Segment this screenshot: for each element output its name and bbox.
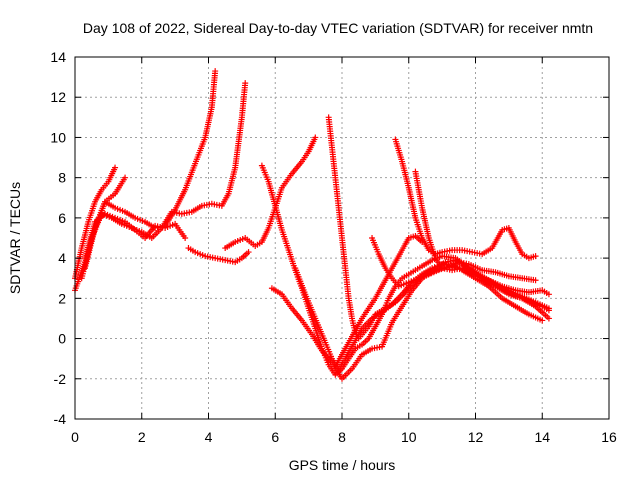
chart-title: Day 108 of 2022, Sidereal Day-to-day VTE… (83, 20, 593, 36)
x-tick-label: 2 (138, 429, 146, 445)
y-tick-label: 0 (58, 331, 66, 347)
y-tick-label: 10 (50, 129, 66, 145)
x-tick-label: 10 (401, 429, 417, 445)
data-point (545, 307, 552, 314)
y-tick-label: 12 (50, 89, 66, 105)
data-series (185, 245, 252, 266)
data-series (369, 235, 539, 290)
y-tick-label: 8 (58, 170, 66, 186)
data-series (412, 168, 552, 314)
data-point (532, 277, 539, 284)
data-point (545, 291, 552, 298)
axis-ticks: 0 2 4 6 8 10 12 14 16 -4 -2 0 2 4 6 8 10 12 14 (50, 49, 617, 445)
y-tick-label: 14 (50, 49, 66, 65)
y-tick-label: -4 (54, 411, 67, 427)
data-series (392, 136, 539, 262)
data-point (539, 317, 546, 324)
data-point (545, 315, 552, 322)
y-tick-label: -2 (54, 371, 67, 387)
data-point (532, 253, 539, 260)
data-point (212, 68, 219, 75)
data-series (72, 164, 119, 282)
data-point (182, 235, 189, 241)
data-point (312, 134, 319, 141)
data-series (222, 134, 319, 252)
y-tick-label: 6 (58, 210, 66, 226)
x-tick-label: 12 (468, 429, 484, 445)
x-tick-label: 8 (338, 429, 346, 445)
x-tick-label: 6 (271, 429, 279, 445)
data-point (245, 249, 252, 256)
y-axis-label: SDTVAR / TECUs (7, 182, 23, 294)
x-tick-label: 16 (601, 429, 617, 445)
y-tick-label: 2 (58, 290, 66, 306)
x-tick-label: 0 (71, 429, 79, 445)
data-markers (72, 68, 552, 382)
data-series (82, 210, 189, 262)
data-point (122, 174, 129, 181)
y-tick-label: 4 (58, 250, 66, 266)
data-point (112, 164, 119, 171)
x-tick-label: 4 (205, 429, 213, 445)
x-tick-label: 14 (534, 429, 550, 445)
data-point (242, 80, 249, 87)
data-series (325, 114, 552, 342)
x-axis-label: GPS time / hours (289, 457, 396, 473)
